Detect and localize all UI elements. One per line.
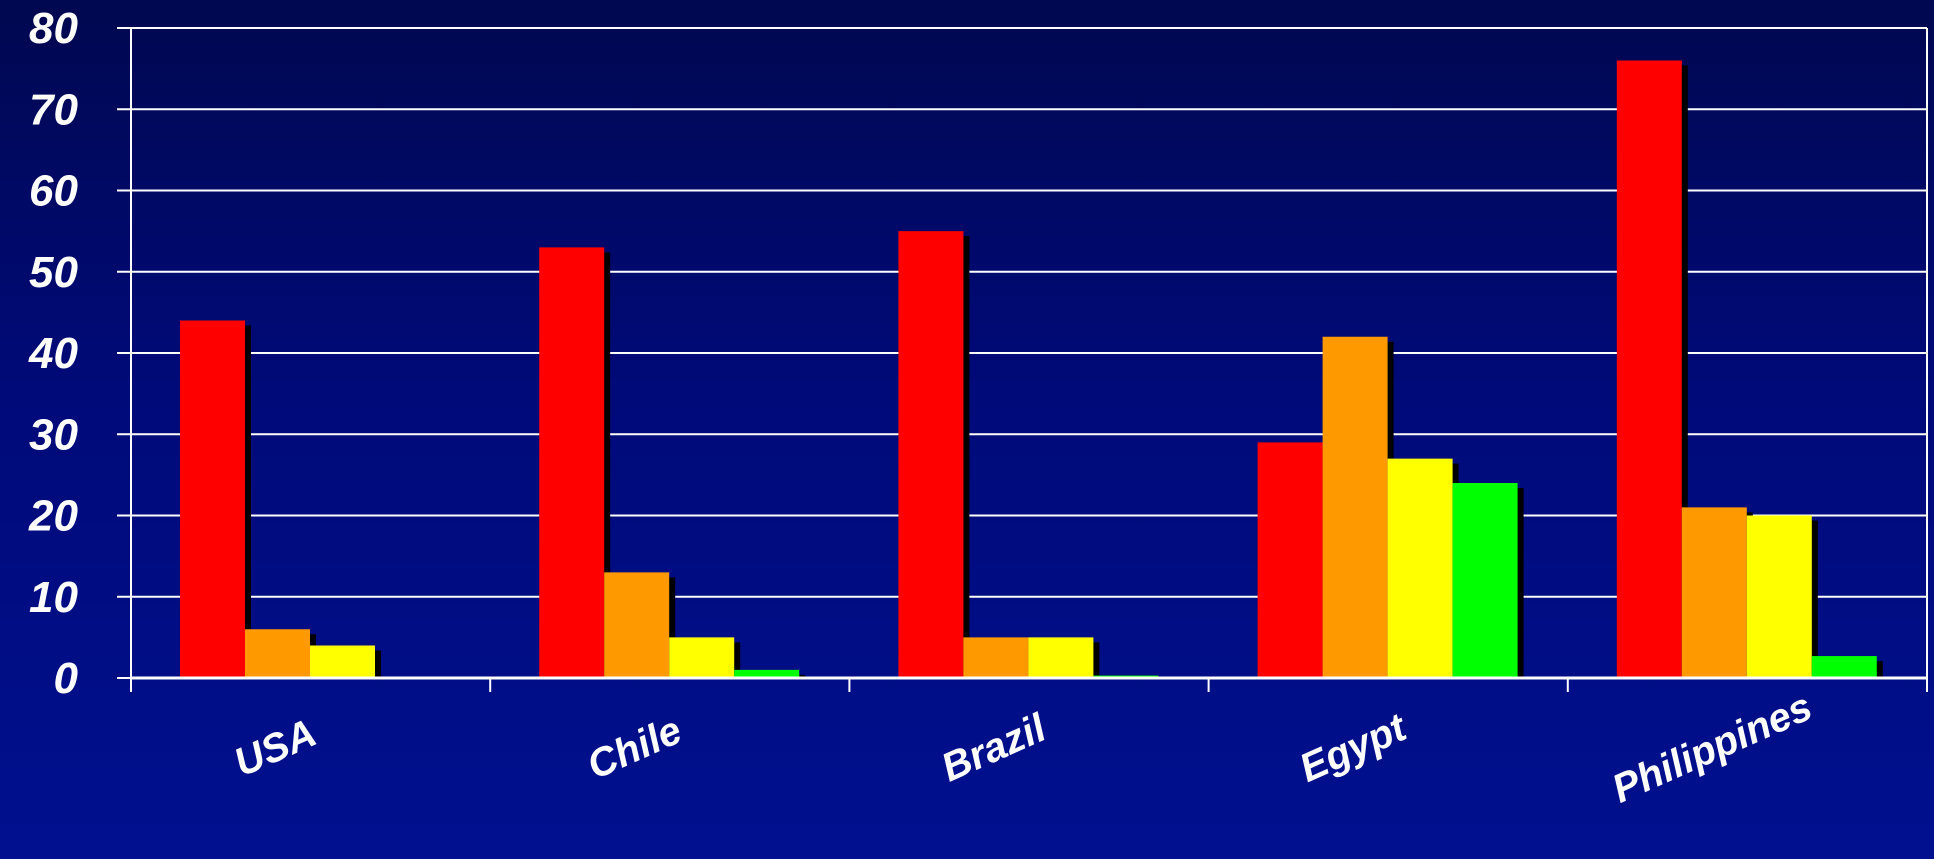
bar-egypt-0: [1257, 442, 1323, 678]
bar-philippines-1: [1681, 507, 1747, 678]
bar-chile-0: [539, 247, 605, 678]
x-category-label: USA: [228, 711, 323, 786]
bar-brazil-0: [898, 231, 964, 678]
bar-philippines-0: [1616, 60, 1682, 678]
y-tick-label: 40: [28, 329, 78, 378]
x-category-label: Egypt: [1293, 705, 1414, 791]
bar-chile-3: [734, 669, 800, 678]
y-tick-label: 60: [29, 167, 78, 216]
y-tick-label: 20: [28, 492, 78, 541]
x-category-label: Chile: [581, 708, 688, 788]
bar-egypt-2: [1387, 458, 1453, 678]
y-tick-label: 0: [54, 654, 79, 703]
bar-chile-1: [604, 572, 670, 678]
bar-usa-0: [180, 320, 245, 678]
bar-usa-2: [310, 645, 375, 678]
bar-egypt-3: [1452, 483, 1518, 678]
bar-usa-1: [245, 629, 310, 678]
x-category-label: Brazil: [935, 706, 1053, 791]
y-tick-label: 70: [29, 85, 78, 134]
bar-philippines-2: [1746, 515, 1812, 678]
y-tick-label: 30: [29, 410, 78, 459]
bar-egypt-1: [1322, 336, 1388, 678]
y-tick-label: 80: [29, 4, 78, 53]
bar-philippines-3: [1811, 656, 1877, 678]
bar-brazil-1: [963, 637, 1029, 678]
x-category-label: Philippines: [1606, 685, 1819, 812]
bar-brazil-2: [1028, 637, 1094, 678]
y-tick-label: 50: [29, 248, 78, 297]
bar-chile-2: [669, 637, 735, 678]
bars: [180, 60, 1883, 678]
y-tick-label: 10: [29, 573, 78, 622]
axes: [117, 27, 1928, 692]
gridlines: [131, 27, 1927, 679]
